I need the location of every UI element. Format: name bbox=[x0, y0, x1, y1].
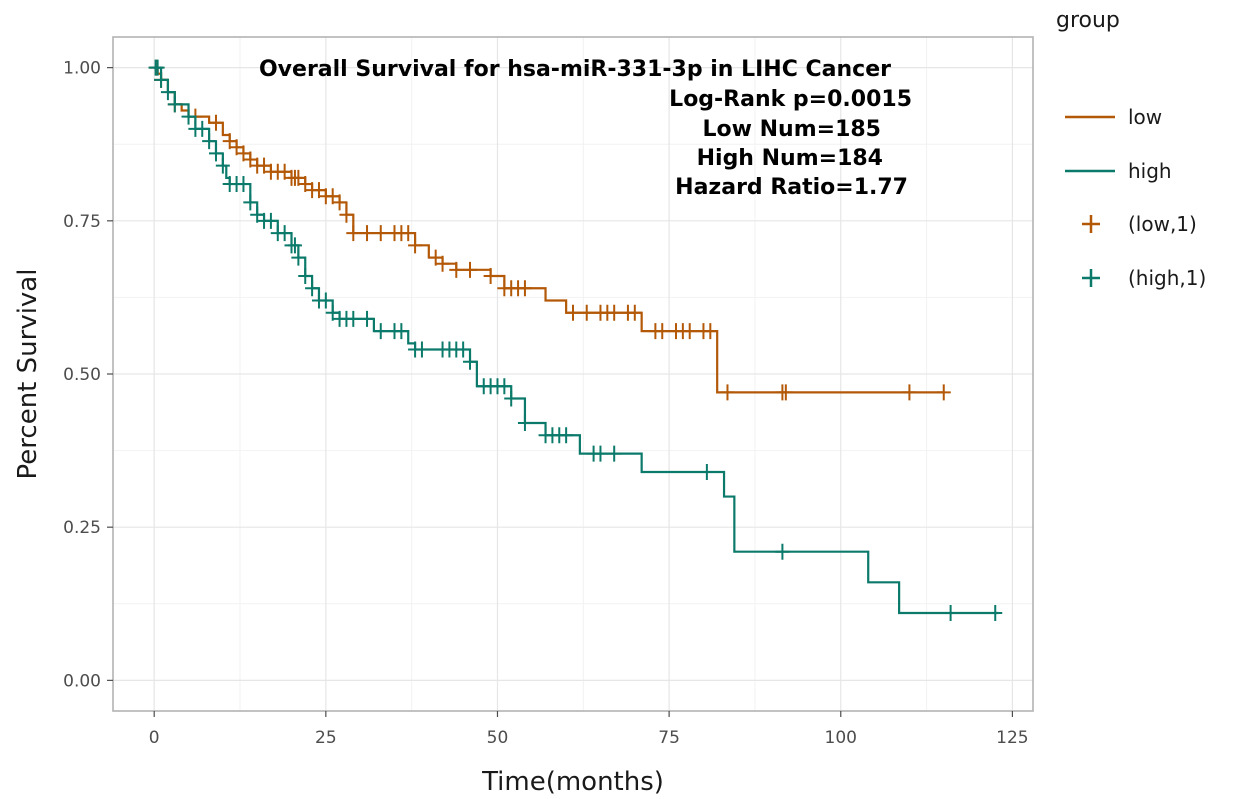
censor-mark-high bbox=[559, 427, 574, 444]
legend-item-low-censor: (low,1) bbox=[1082, 212, 1197, 236]
censor-mark-high bbox=[607, 445, 622, 462]
censor-mark-high bbox=[202, 133, 217, 150]
censor-mark-high bbox=[298, 267, 313, 284]
censor-mark-high bbox=[456, 341, 471, 358]
hazard-ratio-annotation: Hazard Ratio=1.77 bbox=[675, 175, 908, 200]
censor-mark-high bbox=[291, 249, 306, 266]
censor-mark-low bbox=[682, 323, 697, 340]
censor-mark-high bbox=[394, 323, 409, 340]
censor-mark-high bbox=[243, 194, 258, 211]
censor-mark-low bbox=[401, 225, 416, 242]
low-num-annotation: Low Num=185 bbox=[703, 117, 881, 142]
censor-mark-low bbox=[627, 304, 642, 321]
censor-mark-low bbox=[902, 384, 917, 401]
censor-mark-high bbox=[497, 378, 512, 395]
censor-mark-low bbox=[703, 323, 718, 340]
legend-item-high: high bbox=[1065, 159, 1172, 183]
censor-mark-high bbox=[943, 604, 958, 621]
censor-mark-low bbox=[339, 206, 354, 223]
y-axis-title: Percent Survival bbox=[13, 269, 43, 480]
censor-mark-low bbox=[579, 304, 594, 321]
censor-mark-low bbox=[936, 384, 951, 401]
censor-mark-high bbox=[414, 341, 429, 358]
x-tick-label: 50 bbox=[487, 728, 509, 748]
censor-mark-low bbox=[449, 261, 464, 278]
censor-mark-high bbox=[318, 292, 333, 309]
censor-mark-high bbox=[517, 415, 532, 432]
y-tick-label: 0.50 bbox=[63, 365, 101, 385]
censor-mark-high bbox=[305, 280, 320, 297]
censor-mark-low bbox=[373, 225, 388, 242]
censor-mark-high bbox=[463, 353, 478, 370]
x-tick-label: 125 bbox=[996, 728, 1028, 748]
x-tick-label: 0 bbox=[149, 728, 160, 748]
censor-mark-low bbox=[346, 225, 361, 242]
series-low bbox=[149, 59, 951, 401]
censor-mark-high bbox=[195, 120, 210, 137]
censor-mark-low bbox=[360, 225, 375, 242]
censor-mark-high bbox=[277, 225, 292, 242]
y-tick-label: 0.25 bbox=[63, 518, 101, 538]
x-tick-label: 100 bbox=[825, 728, 857, 748]
legend-label-low-censor: (low,1) bbox=[1128, 212, 1197, 236]
censor-mark-high bbox=[160, 84, 175, 101]
chart-title-annotation: Overall Survival for hsa-miR-331-3p in L… bbox=[259, 57, 891, 82]
censor-mark-high bbox=[593, 445, 608, 462]
censor-mark-high bbox=[181, 108, 196, 125]
censor-mark-high bbox=[287, 237, 302, 254]
censor-mark-high bbox=[208, 145, 223, 162]
grid-lines bbox=[113, 37, 1033, 711]
series-high bbox=[148, 59, 1003, 621]
legend-item-low: low bbox=[1065, 105, 1162, 129]
x-tick-label: 25 bbox=[315, 728, 337, 748]
censor-mark-low bbox=[607, 304, 622, 321]
axis-ticks: 0 25 50 75 100 125 0.00 0.25 0.50 0.75 1.00 bbox=[63, 59, 1028, 748]
censor-mark-low bbox=[655, 323, 670, 340]
censor-mark-high bbox=[346, 310, 361, 327]
censor-mark-high bbox=[373, 323, 388, 340]
legend-title: group bbox=[1056, 8, 1120, 33]
series-layer bbox=[148, 59, 1003, 621]
legend-label-low: low bbox=[1128, 105, 1162, 129]
censor-mark-low bbox=[566, 304, 580, 321]
censor-mark-low bbox=[778, 384, 793, 401]
censor-mark-low bbox=[435, 255, 450, 272]
high-num-annotation: High Num=184 bbox=[697, 146, 883, 171]
censor-mark-high bbox=[988, 604, 1003, 621]
censor-mark-low bbox=[208, 114, 223, 131]
annotation-block: Overall Survival for hsa-miR-331-3p in L… bbox=[259, 57, 912, 200]
censor-mark-high bbox=[154, 71, 169, 88]
censor-mark-low bbox=[483, 267, 498, 284]
censor-mark-low bbox=[517, 280, 532, 297]
x-tick-label: 75 bbox=[658, 728, 680, 748]
legend-label-high-censor: (high,1) bbox=[1128, 266, 1206, 290]
y-tick-label: 0.75 bbox=[63, 212, 101, 232]
censor-mark-high bbox=[360, 310, 375, 327]
censor-mark-high bbox=[775, 543, 790, 560]
censor-mark-high bbox=[504, 390, 519, 407]
censor-mark-high bbox=[167, 96, 182, 113]
y-tick-label: 0.00 bbox=[63, 671, 101, 691]
y-tick-label: 1.00 bbox=[63, 59, 101, 79]
censor-mark-high bbox=[150, 59, 165, 76]
legend-cross-high-icon bbox=[1082, 269, 1100, 287]
x-axis-title: Time(months) bbox=[481, 767, 664, 797]
logrank-annotation: Log-Rank p=0.0015 bbox=[669, 87, 912, 112]
censor-mark-high bbox=[236, 176, 251, 193]
legend-cross-low-icon bbox=[1082, 215, 1100, 233]
censor-mark-low bbox=[720, 384, 735, 401]
censor-mark-high bbox=[215, 157, 230, 174]
censor-mark-high bbox=[699, 464, 714, 481]
legend: group low high (low,1) (high,1) bbox=[1056, 8, 1206, 290]
legend-item-high-censor: (high,1) bbox=[1082, 266, 1206, 290]
legend-label-high: high bbox=[1128, 159, 1172, 183]
censor-mark-high bbox=[263, 212, 278, 229]
censor-mark-low bbox=[332, 194, 347, 211]
censor-mark-low bbox=[463, 261, 478, 278]
censor-mark-low bbox=[408, 237, 423, 254]
